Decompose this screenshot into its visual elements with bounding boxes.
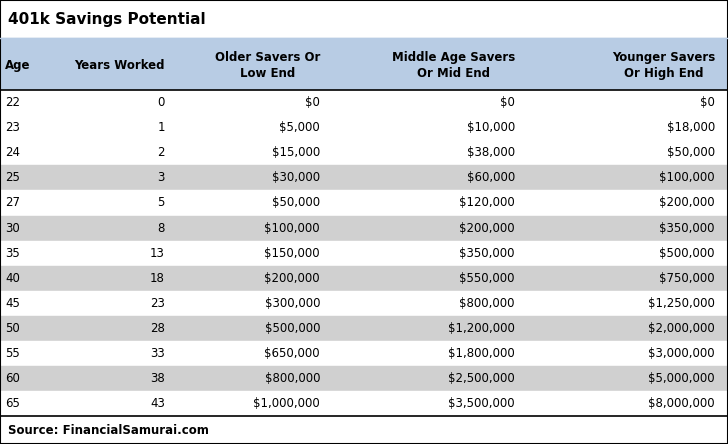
Text: 40: 40 (5, 272, 20, 285)
Text: $10,000: $10,000 (467, 121, 515, 134)
Text: 23: 23 (150, 297, 165, 310)
Text: $5,000: $5,000 (280, 121, 320, 134)
Text: 30: 30 (5, 222, 20, 234)
Bar (0, 215, 728, 241)
Text: $30,000: $30,000 (272, 171, 320, 184)
Text: $550,000: $550,000 (459, 272, 515, 285)
Text: 25: 25 (5, 171, 20, 184)
Text: 1: 1 (157, 121, 165, 134)
Text: 60: 60 (5, 372, 20, 385)
Bar (0, 391, 728, 416)
Text: $60,000: $60,000 (467, 171, 515, 184)
Text: $15,000: $15,000 (272, 146, 320, 159)
Bar (0, 165, 728, 190)
Bar (0, 190, 728, 215)
Text: $1,800,000: $1,800,000 (448, 347, 515, 360)
Text: $350,000: $350,000 (660, 222, 715, 234)
Text: 0: 0 (158, 96, 165, 109)
Text: Years Worked: Years Worked (74, 59, 165, 71)
Text: 33: 33 (150, 347, 165, 360)
Text: 27: 27 (5, 196, 20, 210)
Text: 8: 8 (158, 222, 165, 234)
Text: $5,000,000: $5,000,000 (649, 372, 715, 385)
Text: 50: 50 (5, 322, 20, 335)
Text: Source: FinancialSamurai.com: Source: FinancialSamurai.com (8, 424, 209, 437)
Text: Younger Savers
Or High End: Younger Savers Or High End (612, 51, 715, 79)
Text: 13: 13 (150, 247, 165, 260)
Bar (0, 0, 728, 38)
Text: 28: 28 (150, 322, 165, 335)
Text: 24: 24 (5, 146, 20, 159)
Text: $1,250,000: $1,250,000 (648, 297, 715, 310)
Text: $200,000: $200,000 (264, 272, 320, 285)
Text: $150,000: $150,000 (264, 247, 320, 260)
Text: $100,000: $100,000 (264, 222, 320, 234)
Bar (0, 38, 728, 90)
Bar (0, 341, 728, 366)
Text: $800,000: $800,000 (459, 297, 515, 310)
Text: $2,000,000: $2,000,000 (648, 322, 715, 335)
Text: 35: 35 (5, 247, 20, 260)
Text: Age: Age (5, 59, 31, 71)
Text: $1,200,000: $1,200,000 (448, 322, 515, 335)
Text: $8,000,000: $8,000,000 (649, 397, 715, 410)
Bar (0, 140, 728, 165)
Text: $50,000: $50,000 (667, 146, 715, 159)
Text: $200,000: $200,000 (459, 222, 515, 234)
Text: $3,000,000: $3,000,000 (649, 347, 715, 360)
Bar (0, 266, 728, 291)
Text: 401k Savings Potential: 401k Savings Potential (8, 12, 205, 27)
Bar (0, 115, 728, 140)
Text: 23: 23 (5, 121, 20, 134)
Text: $500,000: $500,000 (264, 322, 320, 335)
Bar (0, 241, 728, 266)
Text: $100,000: $100,000 (660, 171, 715, 184)
Text: $3,500,000: $3,500,000 (448, 397, 515, 410)
Text: $18,000: $18,000 (667, 121, 715, 134)
Text: $0: $0 (700, 96, 715, 109)
Text: $1,000,000: $1,000,000 (253, 397, 320, 410)
Text: $120,000: $120,000 (459, 196, 515, 210)
Text: $300,000: $300,000 (264, 297, 320, 310)
Text: Middle Age Savers
Or Mid End: Middle Age Savers Or Mid End (392, 51, 515, 79)
Text: $38,000: $38,000 (467, 146, 515, 159)
Text: 22: 22 (5, 96, 20, 109)
Text: $350,000: $350,000 (459, 247, 515, 260)
Bar (0, 416, 728, 444)
Text: $0: $0 (305, 96, 320, 109)
Text: Older Savers Or
Low End: Older Savers Or Low End (215, 51, 320, 79)
Bar (0, 366, 728, 391)
Text: 2: 2 (157, 146, 165, 159)
Bar (0, 90, 728, 115)
Text: $2,500,000: $2,500,000 (448, 372, 515, 385)
Text: $500,000: $500,000 (660, 247, 715, 260)
Text: 38: 38 (150, 372, 165, 385)
Text: $200,000: $200,000 (660, 196, 715, 210)
Text: 18: 18 (150, 272, 165, 285)
Bar (0, 291, 728, 316)
Text: 65: 65 (5, 397, 20, 410)
Text: $750,000: $750,000 (660, 272, 715, 285)
Text: 55: 55 (5, 347, 20, 360)
Bar (0, 316, 728, 341)
Text: 43: 43 (150, 397, 165, 410)
Text: 45: 45 (5, 297, 20, 310)
Text: $0: $0 (500, 96, 515, 109)
Text: $50,000: $50,000 (272, 196, 320, 210)
Text: $800,000: $800,000 (264, 372, 320, 385)
Text: 3: 3 (158, 171, 165, 184)
Text: $650,000: $650,000 (264, 347, 320, 360)
Text: 5: 5 (158, 196, 165, 210)
